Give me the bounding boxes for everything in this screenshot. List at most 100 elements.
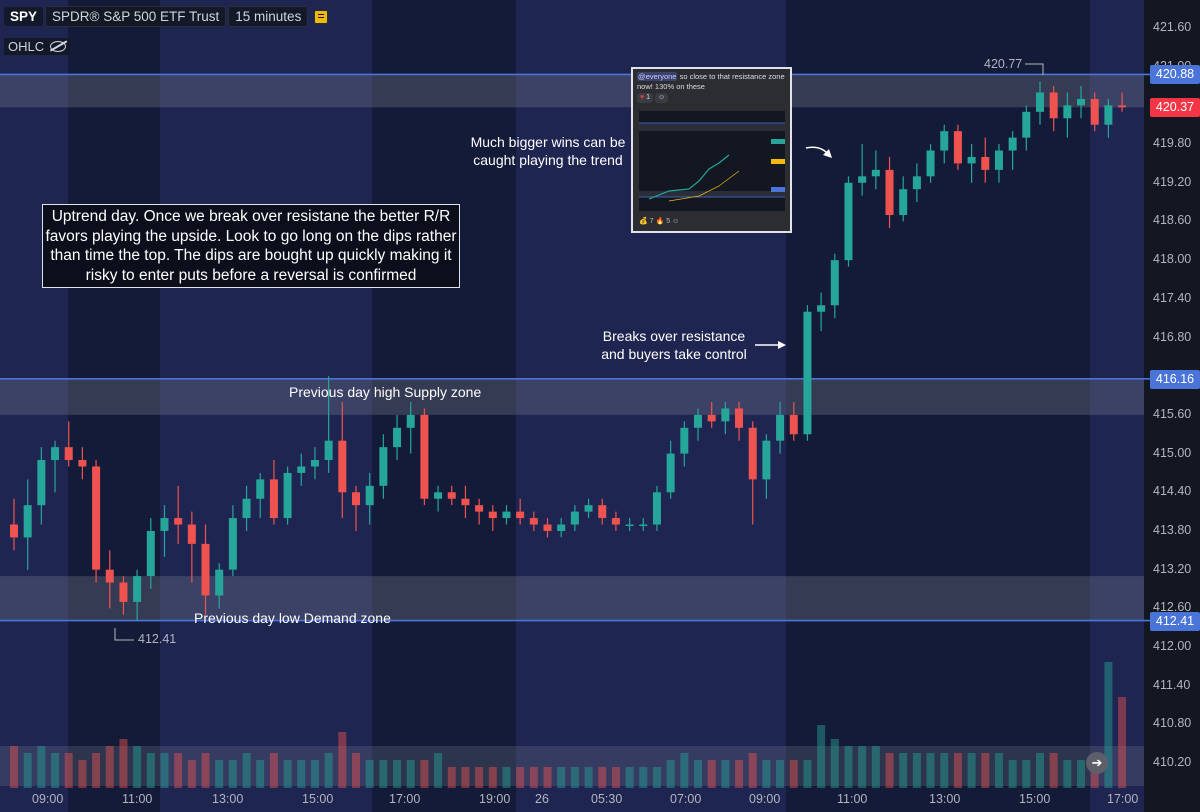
candle-body <box>242 498 251 519</box>
inset-price-tag-3 <box>771 187 785 192</box>
candle-body <box>475 505 484 512</box>
volume-bar <box>912 753 921 788</box>
candle-body <box>967 156 976 164</box>
volume-bar <box>1077 760 1086 788</box>
candle-body <box>858 176 867 183</box>
time-tick: 15:00 <box>1019 792 1051 806</box>
trend-arrow-head <box>823 149 832 158</box>
price-tick: 413.20 <box>1153 561 1192 576</box>
volume-bar <box>393 760 402 788</box>
inset-text: so close to that resistance zone now! 13… <box>637 72 785 91</box>
trend-label: Much bigger wins can be caught playing t… <box>470 133 626 169</box>
heart-count: 1 <box>646 94 651 101</box>
volume-bar <box>680 753 689 788</box>
volume-bar <box>64 753 73 788</box>
candle-body <box>762 440 771 480</box>
volume-bar <box>420 760 429 788</box>
candle-body <box>379 447 388 486</box>
trend-line1: Much bigger wins can be <box>470 134 626 150</box>
fire-icon: 🔥 <box>655 218 665 225</box>
high-marker-leader <box>1025 63 1044 75</box>
candle-body <box>1049 92 1058 119</box>
candle-body <box>584 505 593 512</box>
candle-body <box>1104 105 1113 125</box>
candle-body <box>994 150 1003 170</box>
candle-body <box>940 131 949 151</box>
candle-body <box>776 414 785 441</box>
volume-bar <box>1008 760 1017 788</box>
indicator-legend[interactable]: OHLC <box>4 38 71 55</box>
eye-hidden-icon[interactable] <box>50 41 67 52</box>
candle-body <box>1118 105 1127 108</box>
volume-bar <box>776 760 785 788</box>
volume-bar <box>1036 753 1044 788</box>
price-tag: 416.16 <box>1150 369 1200 389</box>
session-shade-0 <box>0 0 68 812</box>
candle-body <box>283 472 292 519</box>
price-tick: 418.60 <box>1153 213 1192 228</box>
volume-bar <box>1022 760 1031 788</box>
volume-bar <box>215 760 224 788</box>
price-tick: 412.00 <box>1153 639 1192 654</box>
volume-bar <box>557 767 566 788</box>
candle-body <box>721 408 730 422</box>
candle-body <box>269 479 278 519</box>
symbol-ticker[interactable]: SPY <box>4 7 44 26</box>
candle-body <box>748 427 757 480</box>
volume-bar <box>817 725 826 788</box>
candle-body <box>1022 111 1031 138</box>
notes-icon[interactable] <box>314 9 329 24</box>
volume-bar <box>940 753 949 788</box>
session-dark-1 <box>372 0 516 812</box>
volume-bar <box>201 753 210 788</box>
volume-bar <box>174 753 183 788</box>
inset-zone-top <box>639 123 785 131</box>
zone-group <box>0 73 1200 786</box>
volume-bar <box>899 753 908 788</box>
candle-body <box>570 511 579 525</box>
interval-button[interactable]: 15 minutes <box>228 6 309 27</box>
volume-bar <box>994 753 1003 788</box>
time-tick: 05:30 <box>591 792 623 806</box>
candle-body <box>297 466 306 473</box>
inset-price-tag-1 <box>771 139 785 144</box>
volume-bar <box>598 767 607 788</box>
candle-body <box>529 518 538 525</box>
scroll-to-realtime-button[interactable]: ➔ <box>1086 752 1108 774</box>
candle-body <box>406 414 415 428</box>
candle-body <box>256 479 265 499</box>
candle-body <box>899 189 908 215</box>
candle-body <box>926 150 935 177</box>
volume-bar <box>352 753 360 788</box>
price-tick: 412.60 <box>1153 600 1192 615</box>
candle-body <box>694 414 702 428</box>
candle-body <box>516 511 525 519</box>
volume-bar <box>447 767 456 788</box>
price-tick: 421.60 <box>1153 20 1192 34</box>
candle-body <box>51 447 60 461</box>
time-tick: 17:00 <box>1107 792 1139 806</box>
volume-bar <box>133 746 142 788</box>
inset-message: @everyone so close to that resistance zo… <box>633 69 790 106</box>
candle-body <box>146 530 155 577</box>
discord-screenshot-inset: @everyone so close to that resistance zo… <box>631 67 792 233</box>
volume-bar <box>953 753 962 788</box>
volume-bar <box>721 760 730 788</box>
volume-bar <box>1118 697 1127 788</box>
volume-bar <box>269 753 278 788</box>
inset-price-tag-2 <box>771 159 785 164</box>
candle-body <box>1077 98 1086 106</box>
volume-bar <box>242 753 251 788</box>
inset-ma-line <box>668 170 740 202</box>
volume-bar <box>858 746 867 788</box>
volume-bar <box>516 767 525 788</box>
session-shade-3 <box>1090 0 1144 812</box>
candle-body <box>652 492 661 525</box>
time-tick: 11:00 <box>837 792 868 806</box>
candle-body <box>64 447 73 461</box>
volume-bar <box>283 760 292 788</box>
inset-mention: @everyone <box>637 72 678 81</box>
time-tick: 09:00 <box>32 792 64 806</box>
volume-bar <box>735 760 744 788</box>
volume-bar <box>885 753 894 788</box>
